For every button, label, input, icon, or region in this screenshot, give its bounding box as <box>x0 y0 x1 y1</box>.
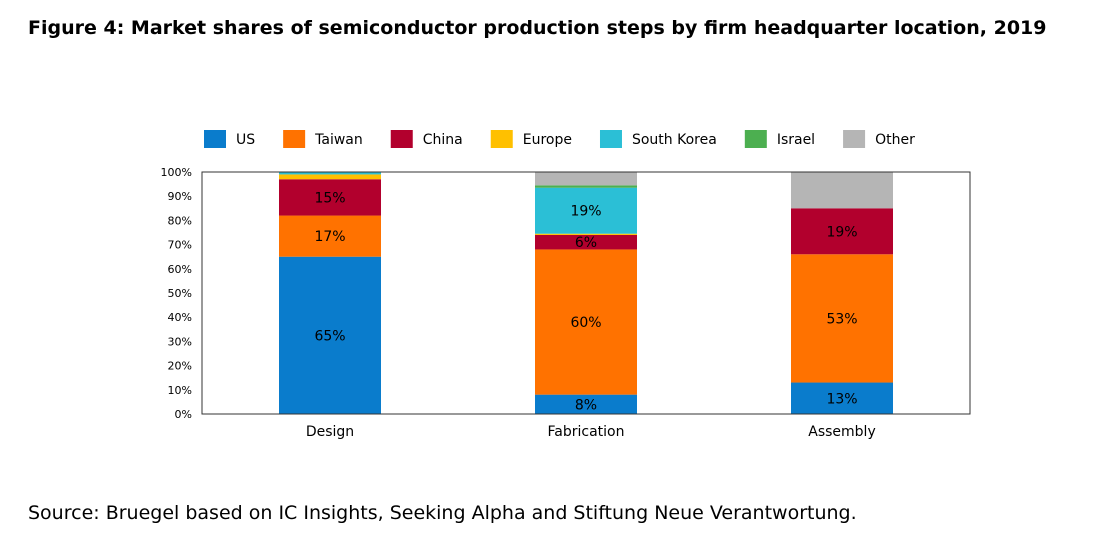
y-axis: 0% 10% 20% 30% 40% 50% 60% 70% 80% 90% 100% <box>161 166 192 421</box>
y-tick-label: 40% <box>168 311 192 324</box>
legend-label: South Korea <box>632 132 717 148</box>
x-category-label: Design <box>306 424 354 440</box>
y-tick-label: 10% <box>168 384 192 397</box>
bar-segment-china <box>535 234 637 250</box>
bar-segment-us <box>535 394 637 414</box>
y-tick-label: 70% <box>168 239 192 252</box>
bar-segment-europe <box>279 174 381 180</box>
legend-label: Taiwan <box>314 132 363 148</box>
y-tick-label: 30% <box>168 335 192 348</box>
data-label: 13% <box>826 391 857 407</box>
bars: 65% 17% 15% 8% 60% 6% 19% 13% 53% 19% <box>279 172 893 414</box>
legend-label: Europe <box>523 132 572 148</box>
legend-swatch-europe <box>490 130 513 148</box>
legend: US Taiwan China Europe South Korea Israel Othe… <box>204 130 915 148</box>
y-tick-label: 90% <box>168 190 192 203</box>
plot-frame <box>201 171 971 415</box>
bar-segment-south-korea <box>279 172 381 175</box>
bar-segment-other <box>791 172 893 209</box>
y-tick-label: 60% <box>168 263 192 276</box>
bar-segment-taiwan <box>535 249 637 395</box>
bar-segment-us <box>279 256 381 414</box>
legend-label: Other <box>875 132 915 148</box>
bar-segment-other <box>535 172 637 186</box>
data-label: 19% <box>570 204 601 220</box>
y-tick-label: 50% <box>168 287 192 300</box>
x-category-label: Fabrication <box>548 424 625 440</box>
data-label: 15% <box>314 190 345 206</box>
bar-segment-israel <box>535 185 637 188</box>
y-tick-label: 0% <box>175 408 192 421</box>
bar-segment-south-korea <box>535 187 637 234</box>
legend-swatch-us <box>204 130 226 148</box>
legend-label: Israel <box>777 132 815 148</box>
bar-segment-us <box>791 382 893 414</box>
bar-segment-taiwan <box>279 215 381 257</box>
data-label: 8% <box>575 397 597 413</box>
y-tick-label: 100% <box>161 166 192 179</box>
y-tick-label: 20% <box>168 360 192 373</box>
data-label: 6% <box>575 235 597 251</box>
bar-segment-europe <box>535 233 637 235</box>
x-category-label: Assembly <box>808 424 875 440</box>
data-label: 65% <box>314 328 345 344</box>
data-label: 17% <box>314 229 345 245</box>
legend-swatch-israel <box>744 130 767 148</box>
legend-swatch-other <box>843 130 866 148</box>
chart-title: Figure 4: Market shares of semiconductor… <box>28 17 1047 39</box>
data-label: 53% <box>826 311 857 327</box>
bar-segment-china <box>791 208 893 255</box>
data-label: 60% <box>570 315 601 331</box>
data-label: 19% <box>826 224 857 240</box>
legend-swatch-taiwan <box>283 130 306 148</box>
legend-swatch-south-korea <box>599 130 622 148</box>
x-axis: Design Fabrication Assembly <box>306 424 876 440</box>
bar-segment-taiwan <box>791 254 893 383</box>
bar-segment-china <box>279 179 381 216</box>
legend-label: US <box>236 132 255 148</box>
y-tick-label: 80% <box>168 214 192 227</box>
legend-label: China <box>423 132 463 148</box>
legend-swatch-china <box>390 130 413 148</box>
source-note: Source: Bruegel based on IC Insights, Se… <box>28 502 857 524</box>
